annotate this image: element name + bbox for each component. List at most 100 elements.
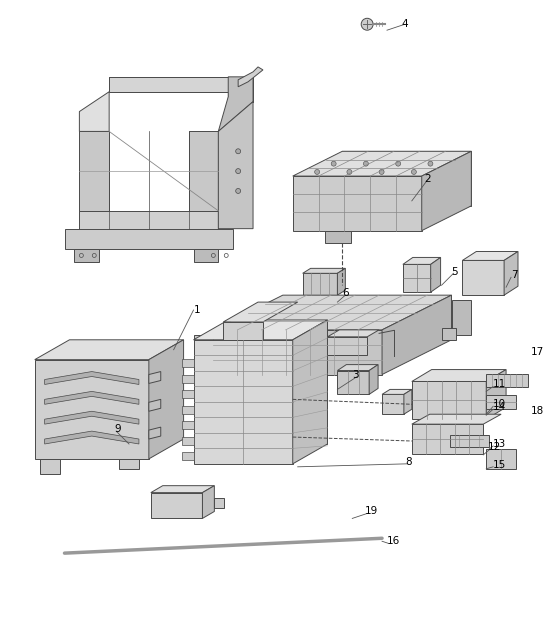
Polygon shape [382,394,404,414]
Polygon shape [181,421,193,429]
Polygon shape [422,151,471,230]
Text: 10: 10 [493,399,506,409]
Polygon shape [451,300,471,335]
Polygon shape [431,257,440,292]
Polygon shape [80,131,109,211]
Polygon shape [342,151,471,206]
Circle shape [428,161,433,166]
Polygon shape [325,230,351,242]
Polygon shape [64,229,233,249]
Text: 14: 14 [493,403,506,412]
Polygon shape [45,411,139,424]
Circle shape [364,161,368,166]
Polygon shape [412,424,483,454]
Polygon shape [35,340,184,360]
Polygon shape [382,295,451,374]
Text: 5: 5 [451,268,458,278]
Polygon shape [45,431,139,444]
Polygon shape [151,492,202,519]
Text: 19: 19 [365,506,378,516]
Polygon shape [412,414,501,424]
Polygon shape [293,320,328,464]
Polygon shape [337,365,378,371]
Polygon shape [403,257,440,264]
Polygon shape [181,390,193,398]
Text: 16: 16 [387,536,400,546]
Polygon shape [181,359,193,367]
Polygon shape [202,485,214,519]
Polygon shape [404,389,412,414]
Polygon shape [328,330,379,337]
Polygon shape [228,320,328,444]
Polygon shape [193,320,328,340]
Circle shape [411,170,416,175]
Text: 6: 6 [342,288,349,298]
Polygon shape [462,261,504,295]
Polygon shape [181,452,193,460]
Polygon shape [403,264,431,292]
Polygon shape [337,268,346,295]
Polygon shape [302,273,337,295]
Polygon shape [302,268,346,273]
Polygon shape [486,374,528,387]
Polygon shape [149,340,184,459]
Circle shape [235,169,241,173]
Text: 8: 8 [405,457,411,467]
Polygon shape [35,360,149,459]
Polygon shape [181,406,193,414]
Polygon shape [450,435,489,447]
Circle shape [379,170,384,175]
Circle shape [396,161,401,166]
Text: 17: 17 [531,347,544,357]
Polygon shape [382,389,412,394]
Polygon shape [486,449,516,468]
Text: 2: 2 [425,174,431,184]
Polygon shape [328,337,367,355]
Polygon shape [223,322,263,340]
Polygon shape [293,176,422,230]
Polygon shape [193,249,219,263]
Polygon shape [149,399,161,411]
Circle shape [361,18,373,30]
Polygon shape [193,335,213,369]
Polygon shape [40,459,59,474]
Polygon shape [214,497,224,509]
Text: 4: 4 [402,19,409,30]
Text: 12: 12 [488,442,501,452]
Polygon shape [151,485,214,492]
Polygon shape [193,340,293,464]
Polygon shape [80,211,219,230]
Circle shape [331,161,336,166]
Polygon shape [149,427,161,439]
Circle shape [314,170,319,175]
Polygon shape [119,459,139,468]
Polygon shape [486,369,506,419]
Polygon shape [109,77,253,102]
Polygon shape [75,249,99,263]
Polygon shape [369,365,378,394]
Text: 18: 18 [531,406,544,416]
Polygon shape [486,396,516,409]
Polygon shape [462,251,518,261]
Polygon shape [181,436,193,445]
Text: 15: 15 [493,460,506,470]
Polygon shape [412,369,506,381]
Circle shape [235,149,241,154]
Polygon shape [189,131,219,211]
Polygon shape [293,151,471,176]
Polygon shape [219,102,253,229]
Text: 11: 11 [493,379,506,389]
Polygon shape [504,251,518,295]
Circle shape [347,170,352,175]
Text: 1: 1 [193,305,200,315]
Polygon shape [238,67,263,87]
Polygon shape [80,92,109,131]
Text: 3: 3 [352,369,359,379]
Text: 13: 13 [493,439,506,449]
Polygon shape [223,302,298,322]
Polygon shape [213,330,382,374]
Polygon shape [109,77,253,102]
Polygon shape [441,328,457,340]
Polygon shape [337,371,369,394]
Polygon shape [181,374,193,382]
